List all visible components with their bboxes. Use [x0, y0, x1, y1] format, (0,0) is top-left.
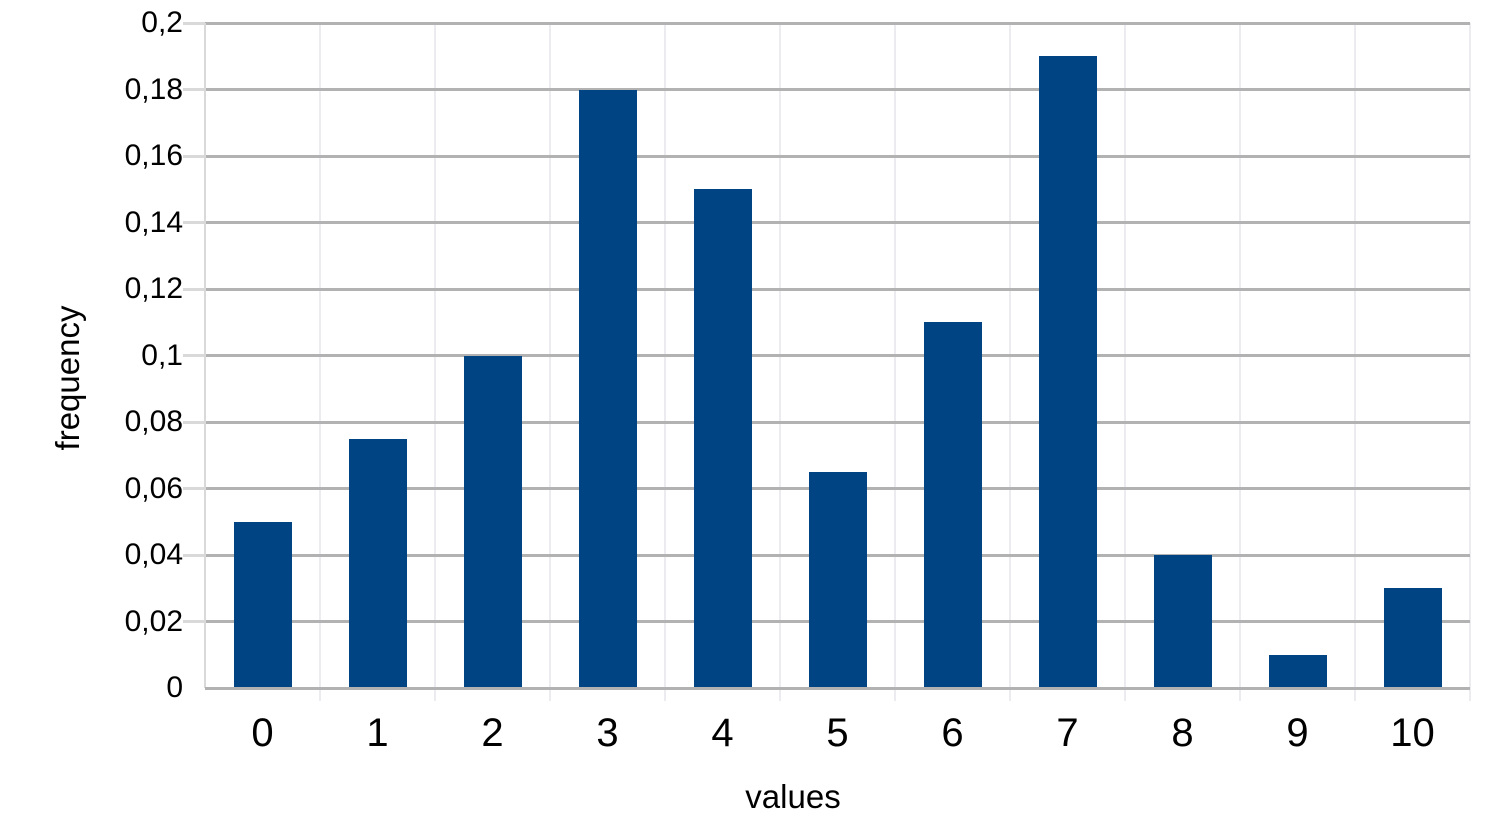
- minor-vertical-gridline: [434, 23, 436, 701]
- major-horizontal-gridline: [205, 154, 1470, 158]
- y-tick-label: 0,06: [124, 471, 183, 505]
- major-horizontal-gridline: [205, 221, 1470, 224]
- bar: [348, 438, 407, 688]
- x-tick-label: 6: [941, 711, 964, 755]
- y-axis-tick: [183, 88, 205, 91]
- minor-vertical-gridline: [1469, 23, 1471, 701]
- bar: [808, 471, 867, 688]
- x-tick-label: 8: [1171, 711, 1194, 755]
- y-axis-tick: [183, 354, 205, 357]
- major-horizontal-gridline: [205, 287, 1470, 291]
- minor-vertical-gridline: [664, 23, 666, 701]
- y-axis-tick: [183, 154, 205, 158]
- y-axis-tick: [183, 21, 205, 25]
- y-axis-tick: [183, 487, 205, 490]
- y-tick-label: 0,08: [124, 405, 183, 438]
- y-tick-label: 0,02: [124, 604, 183, 638]
- y-axis-tick: [183, 553, 205, 557]
- x-tick-label: 0: [251, 711, 274, 755]
- y-axis-line: [204, 23, 206, 688]
- minor-vertical-gridline: [549, 23, 551, 701]
- minor-vertical-gridline: [1239, 23, 1241, 701]
- y-tick-label: 0,14: [124, 205, 183, 239]
- x-tick-label: 1: [366, 711, 389, 755]
- minor-vertical-gridline: [319, 23, 321, 701]
- x-tick-label: 5: [826, 711, 849, 755]
- bar: [463, 355, 522, 688]
- x-tick-label: 3: [596, 711, 619, 755]
- minor-vertical-gridline: [894, 23, 896, 701]
- bar: [1153, 555, 1212, 688]
- major-horizontal-gridline: [205, 354, 1470, 357]
- minor-vertical-gridline: [1354, 23, 1356, 701]
- x-tick-label: 4: [711, 711, 734, 755]
- y-tick-label: 0,2: [141, 6, 183, 39]
- bar: [923, 322, 982, 688]
- y-axis-tick: [183, 287, 205, 291]
- y-tick-label: 0,18: [124, 72, 183, 106]
- x-tick-label: 9: [1286, 711, 1309, 755]
- x-tick-label: 7: [1056, 711, 1079, 755]
- y-tick-label: 0,1: [141, 338, 183, 372]
- bar: [1383, 588, 1442, 688]
- y-tick-label: 0,04: [124, 538, 183, 571]
- x-axis-title: values: [745, 778, 841, 815]
- bar: [578, 89, 637, 688]
- bar: [693, 189, 752, 688]
- minor-vertical-gridline: [1009, 23, 1011, 701]
- x-tick-label: 2: [481, 711, 504, 755]
- major-horizontal-gridline: [205, 420, 1470, 424]
- y-tick-label: 0: [166, 671, 183, 704]
- bar: [233, 521, 292, 688]
- y-tick-label: 0,16: [124, 139, 183, 172]
- major-horizontal-gridline: [205, 21, 1470, 25]
- x-axis-line: [205, 686, 1470, 690]
- minor-vertical-gridline: [779, 23, 781, 701]
- bar: [1038, 56, 1097, 688]
- y-axis-tick: [183, 420, 205, 424]
- y-axis-tick: [183, 620, 205, 623]
- y-axis-tick: [183, 221, 205, 224]
- minor-vertical-gridline: [1124, 23, 1126, 701]
- major-horizontal-gridline: [205, 88, 1470, 91]
- x-tick-label: 10: [1390, 711, 1435, 755]
- bar: [1268, 654, 1327, 688]
- y-tick-label: 0,12: [124, 272, 183, 305]
